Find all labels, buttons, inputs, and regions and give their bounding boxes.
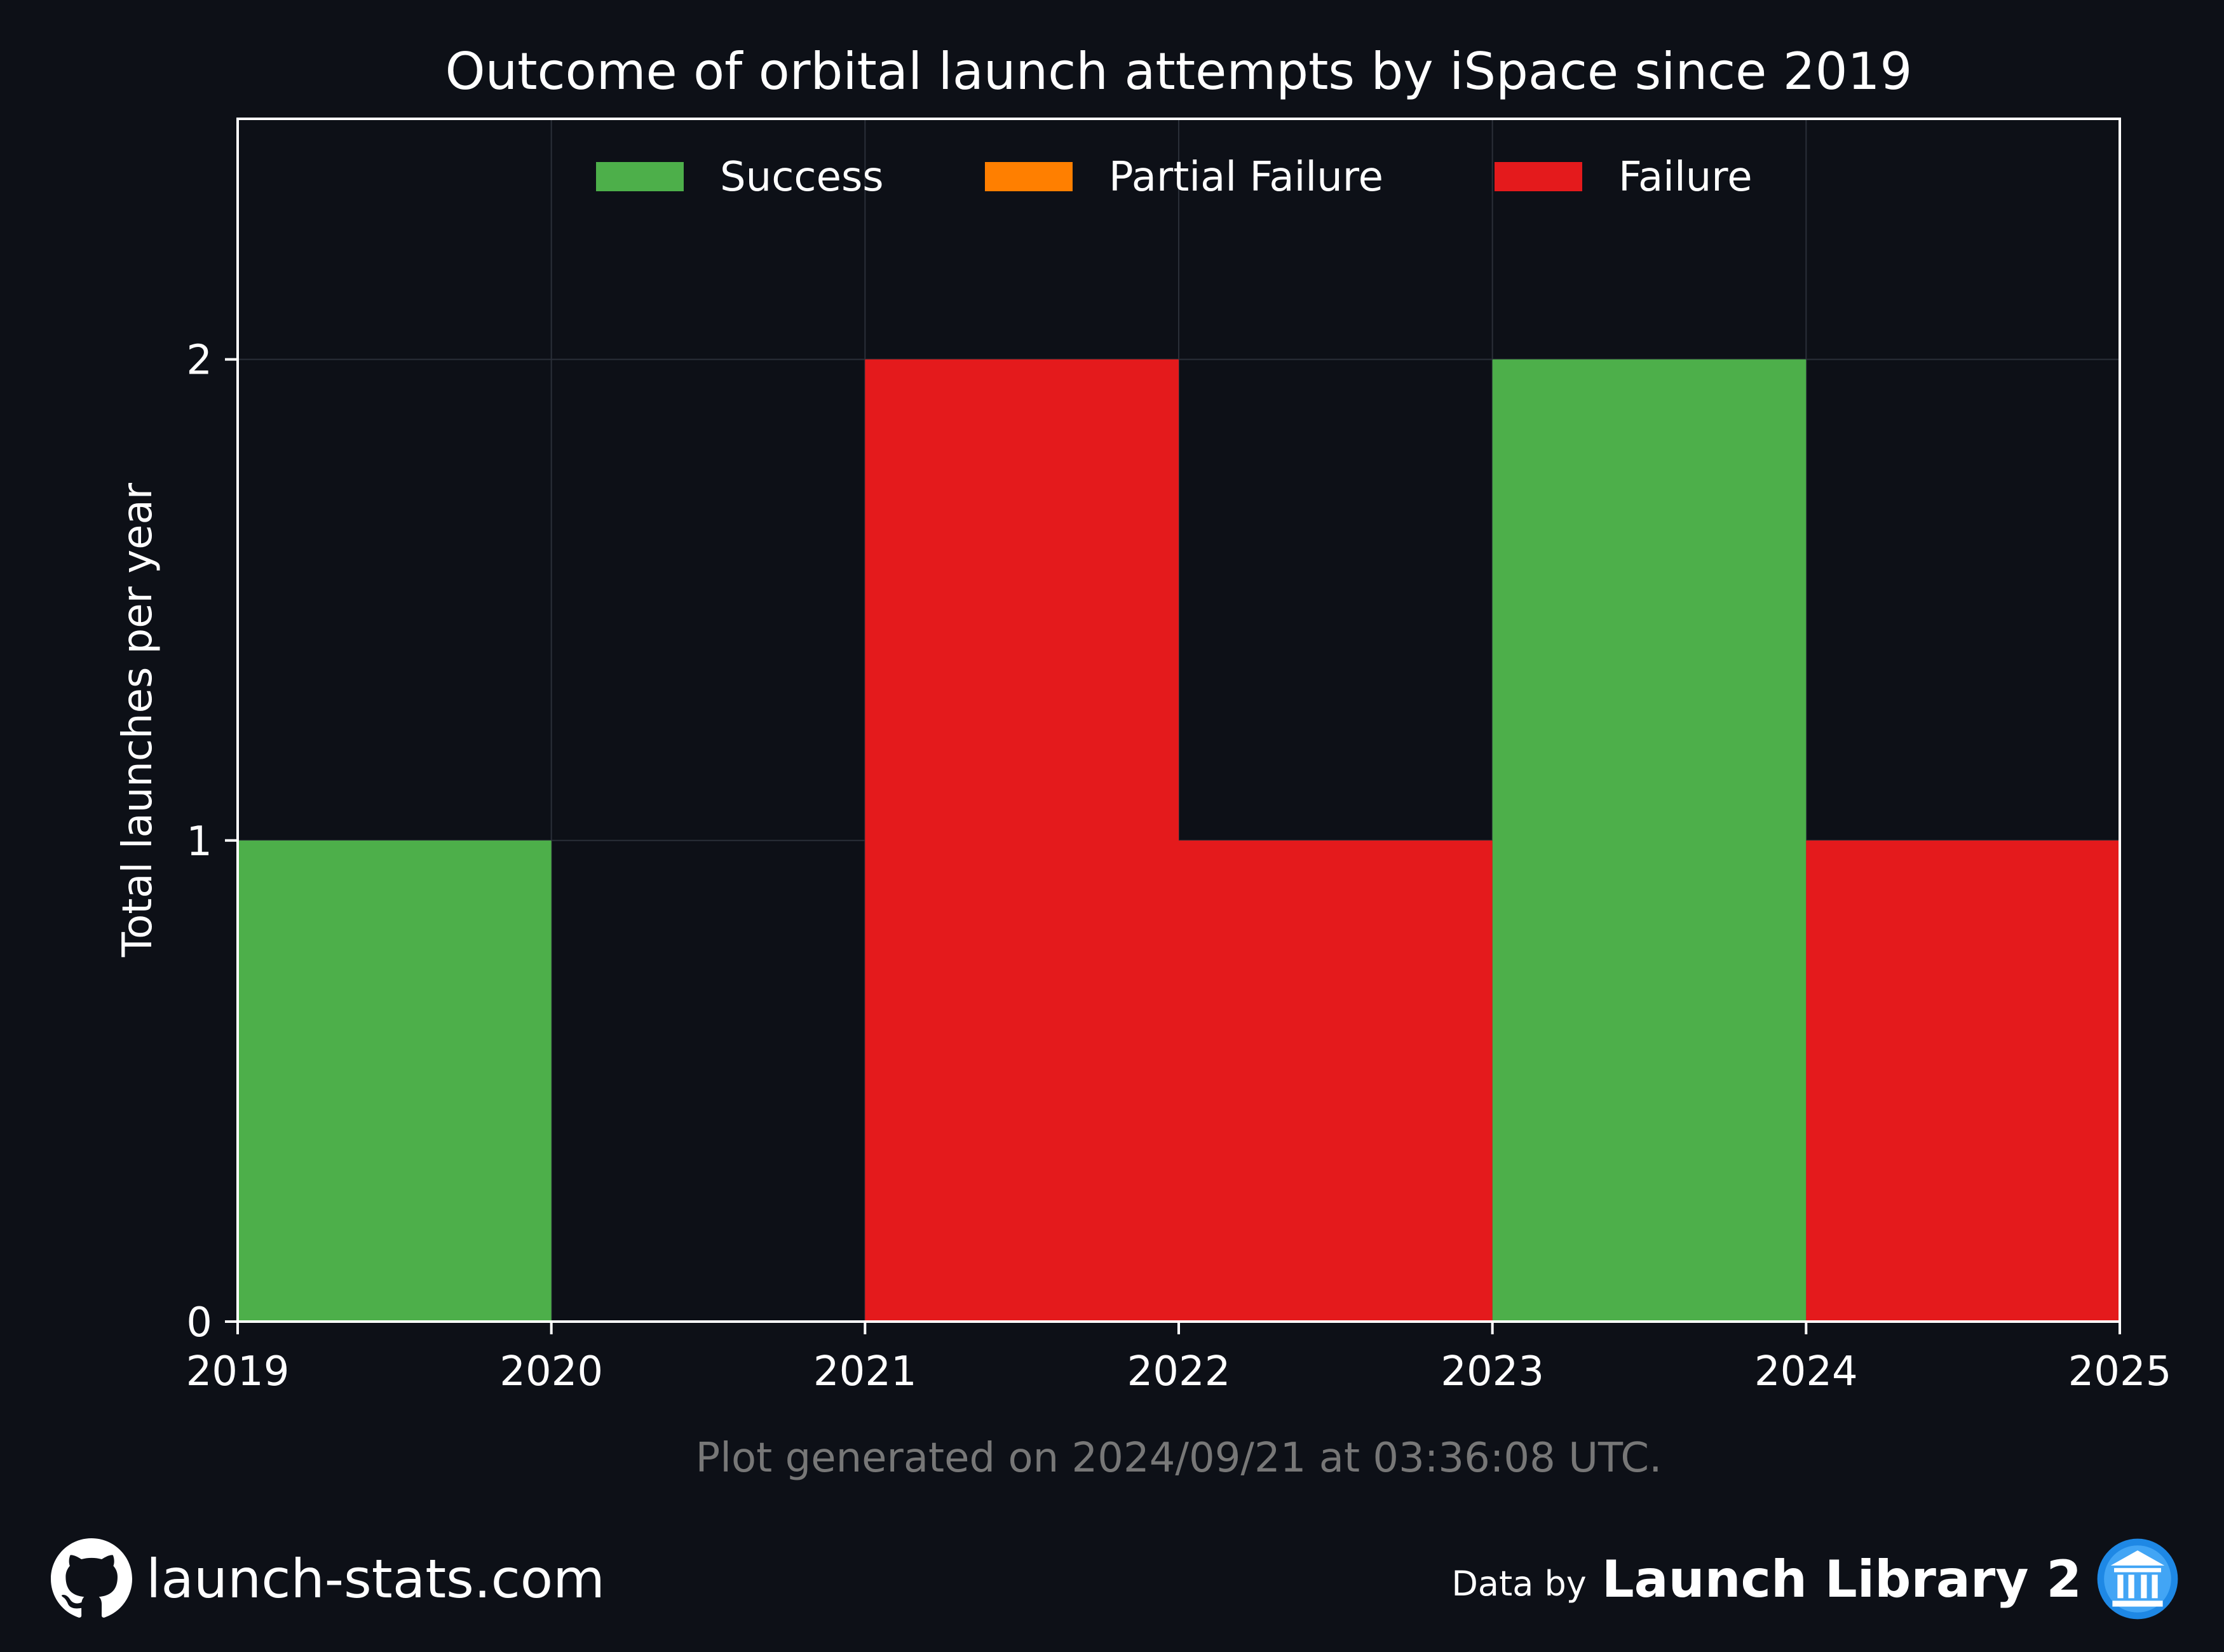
legend-swatch [1495, 162, 1582, 191]
chart-title: Outcome of orbital launch attempts by iS… [445, 42, 1913, 101]
y-tick-label: 2 [186, 337, 212, 384]
legend-label: Success [720, 154, 884, 201]
x-tick-label: 2023 [1441, 1348, 1544, 1395]
legend-swatch [596, 162, 684, 191]
x-tick-label: 2021 [813, 1348, 917, 1395]
footnote: Plot generated on 2024/09/21 at 03:36:08… [696, 1435, 1662, 1482]
bar-success-2019 [238, 840, 552, 1322]
site-link[interactable]: launch-stats.com [146, 1548, 605, 1610]
footer-source: Data by Launch Library 2 [1451, 1531, 2180, 1627]
bar-failure-2021 [865, 359, 1179, 1322]
bar-failure-2024 [1806, 840, 2120, 1322]
legend-label: Partial Failure [1109, 154, 1383, 201]
bars [238, 359, 2120, 1322]
footer-site[interactable]: launch-stats.com [51, 1531, 605, 1627]
x-tick-label: 2025 [2068, 1348, 2172, 1395]
y-tick-label: 0 [186, 1299, 212, 1346]
bar-failure-2022 [1179, 840, 1493, 1322]
legend-label: Failure [1618, 154, 1753, 201]
github-icon [51, 1538, 132, 1618]
y-axis-label: Total launches per year [114, 482, 161, 958]
x-tick-label: 2022 [1127, 1348, 1231, 1395]
y-tick-label: 1 [186, 818, 212, 865]
bar-success-2023 [1492, 359, 1807, 1322]
x-axis: 2019 2020 2021 2022 2023 2024 2025 [186, 1322, 2172, 1395]
x-tick-label: 2019 [186, 1348, 290, 1395]
y-axis: 0 1 2 [186, 337, 238, 1346]
x-tick-label: 2020 [499, 1348, 603, 1395]
legend-swatch [985, 162, 1073, 191]
data-by-label: Data by [1451, 1563, 1587, 1604]
launch-library-icon [2097, 1538, 2178, 1620]
x-tick-label: 2024 [1754, 1348, 1858, 1395]
source-name[interactable]: Launch Library 2 [1601, 1549, 2082, 1609]
legend: Success Partial Failure Failure [596, 154, 1753, 201]
